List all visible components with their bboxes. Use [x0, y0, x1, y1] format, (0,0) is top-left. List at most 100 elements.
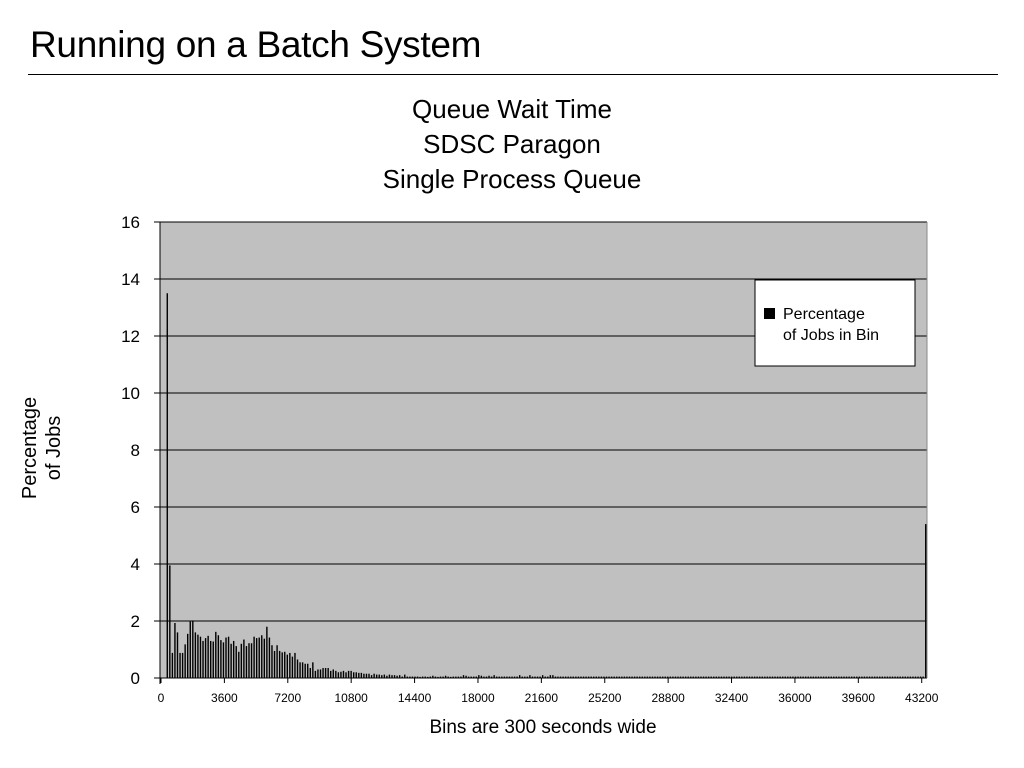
bar: [227, 636, 230, 678]
bar: [327, 668, 329, 678]
bar: [470, 676, 472, 678]
x-tick-label: 43200: [905, 691, 939, 705]
bar: [912, 676, 914, 678]
bar: [207, 635, 209, 678]
bar: [810, 676, 812, 678]
bar: [352, 672, 355, 678]
x-tick-label: 10800: [334, 691, 368, 705]
x-tick-label: 14400: [398, 691, 432, 705]
x-tick-label: 0: [158, 691, 165, 705]
bar: [383, 674, 386, 678]
bar: [381, 675, 383, 678]
bar: [169, 565, 171, 678]
y-tick-label: 8: [131, 441, 140, 460]
y-tick-label: 16: [121, 213, 140, 232]
bar: [797, 676, 799, 678]
bar: [345, 672, 347, 678]
bar: [518, 675, 521, 678]
bar: [202, 640, 204, 678]
bar: [884, 676, 886, 678]
bar: [301, 662, 304, 678]
bar: [641, 676, 643, 678]
bar: [240, 643, 243, 678]
bar: [669, 676, 672, 678]
bar: [521, 676, 523, 678]
chart-title-line: Queue Wait Time: [412, 94, 612, 124]
bar: [761, 676, 763, 678]
bar: [531, 676, 534, 678]
bar: [286, 654, 289, 678]
bar: [636, 676, 638, 678]
y-axis-label-line: Percentage: [19, 397, 41, 499]
bar: [194, 632, 197, 678]
title-divider: [28, 74, 998, 75]
x-tick-labels: 0 3600 7200 10800 14400 18000 21600 25200 28800 3…: [158, 691, 939, 705]
y-tick-label: 10: [121, 384, 140, 403]
x-tick-label: 28800: [651, 691, 685, 705]
bar: [439, 676, 442, 678]
bar: [582, 676, 585, 678]
bar: [263, 638, 266, 678]
bar: [861, 676, 863, 678]
bar: [753, 676, 756, 678]
bar: [232, 640, 235, 678]
bar: [616, 676, 618, 678]
bar: [610, 676, 613, 678]
bar: [730, 676, 733, 678]
bar: [493, 675, 495, 678]
bar: [774, 676, 776, 678]
bar: [715, 676, 718, 678]
bar: [679, 676, 682, 678]
legend-label: Percentage of Jobs in Bin: [783, 306, 879, 344]
bar: [189, 621, 191, 678]
bar: [278, 650, 281, 678]
bar: [914, 676, 917, 678]
bar: [294, 652, 296, 678]
bar: [907, 676, 909, 678]
bar: [437, 676, 439, 678]
bar: [894, 676, 896, 678]
bar: [416, 676, 419, 678]
bar: [807, 676, 809, 678]
bar: [674, 676, 677, 678]
bar: [261, 635, 263, 678]
bar: [335, 670, 337, 678]
chart-title-line: SDSC Paragon: [423, 129, 601, 159]
bar: [181, 652, 184, 678]
bar: [317, 669, 319, 678]
bar: [733, 676, 735, 678]
bar: [748, 676, 751, 678]
bar: [812, 676, 815, 678]
bar: [281, 652, 283, 678]
bar: [743, 676, 746, 678]
bar: [738, 676, 741, 678]
bar: [363, 673, 365, 678]
bar: [672, 676, 674, 678]
bar: [656, 676, 659, 678]
bar: [667, 676, 669, 678]
bar: [881, 676, 884, 678]
bar: [572, 676, 575, 678]
bar: [299, 662, 301, 678]
bar: [605, 676, 608, 678]
bar: [199, 636, 202, 678]
bar: [707, 676, 710, 678]
x-tick-label: 18000: [461, 691, 495, 705]
bar: [455, 676, 457, 678]
bar: [549, 675, 552, 678]
bar: [480, 675, 483, 678]
bar: [799, 676, 802, 678]
bar: [266, 626, 268, 678]
bar: [406, 676, 409, 678]
bar: [503, 676, 506, 678]
bar: [759, 676, 761, 678]
bar: [434, 676, 437, 678]
bar: [863, 676, 866, 678]
y-tick-label: 4: [131, 555, 140, 574]
bar: [245, 646, 248, 678]
bar: [319, 669, 322, 678]
bar: [398, 675, 401, 678]
bar: [243, 639, 245, 678]
chart-title-line: Single Process Queue: [383, 164, 642, 194]
bar: [478, 675, 480, 678]
